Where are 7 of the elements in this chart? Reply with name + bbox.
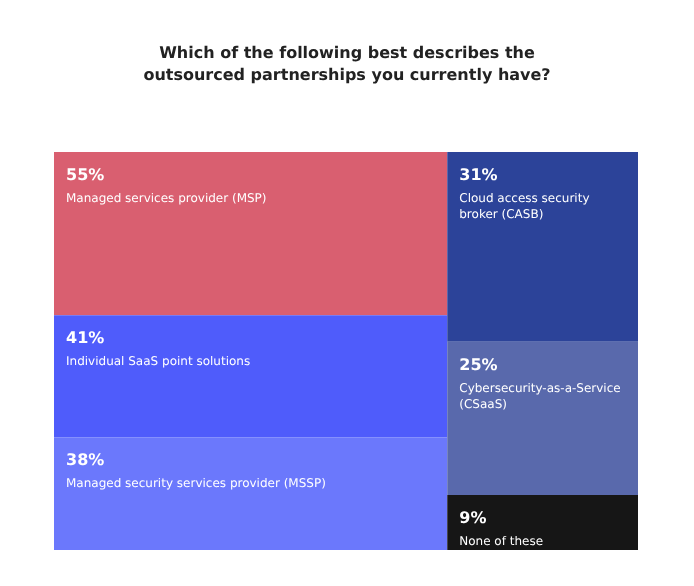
data-label: 38%: [66, 451, 105, 470]
text: Which of the following best describes the outsourced partnerships you currently have?: [143, 44, 552, 84]
data-label: 41%: [66, 329, 105, 348]
data-label: 31%: [459, 166, 498, 184]
data-label: 9%: [459, 508, 487, 527]
data-label: 55%: [66, 166, 105, 184]
data-label: 25%: [459, 355, 498, 374]
